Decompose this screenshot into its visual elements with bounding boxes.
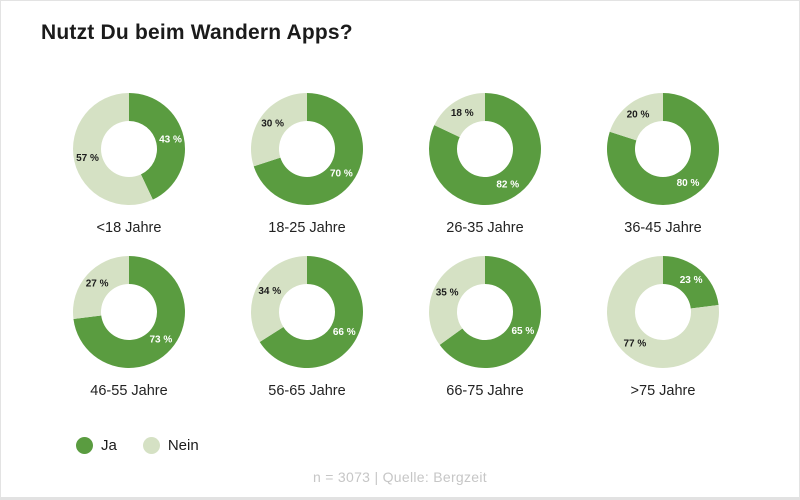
nein-swatch-icon: [142, 437, 160, 454]
donut-chart: 66 % 34 %: [251, 256, 363, 368]
ja-value-label: 80 %: [677, 178, 700, 189]
donut-chart: 65 % 35 %: [429, 256, 541, 368]
age-group-label: 56-65 Jahre: [268, 383, 346, 399]
legend-item-nein: Nein: [142, 437, 199, 454]
donut-cell: 82 % 18 % 26-35 Jahre: [396, 91, 574, 236]
nein-value-label: 57 %: [76, 153, 99, 164]
age-group-label: 18-25 Jahre: [268, 220, 346, 236]
legend-label-nein: Nein: [167, 437, 199, 454]
nein-slice: [73, 93, 153, 205]
donut-grid: 43 % 57 % <18 Jahre 70 % 30 % 18-25 Jahre 82 %…: [40, 91, 762, 417]
ja-slice: [439, 256, 541, 368]
ja-value-label: 82 %: [496, 180, 519, 191]
nein-value-label: 35 %: [436, 287, 459, 298]
age-group-label: >75 Jahre: [630, 383, 696, 399]
ja-value-label: 43 %: [159, 134, 182, 145]
age-group-label: 26-35 Jahre: [446, 220, 524, 236]
ja-slice: [73, 256, 185, 368]
nein-slice: [429, 256, 485, 345]
nein-slice: [251, 256, 307, 343]
age-group-label: 66-75 Jahre: [446, 383, 524, 399]
donut-chart: 73 % 27 %: [73, 256, 185, 368]
ja-value-label: 70 %: [330, 169, 353, 180]
donut-cell: 66 % 34 % 56-65 Jahre: [218, 254, 396, 399]
age-group-label: 46-55 Jahre: [90, 383, 168, 399]
ja-slice: [607, 93, 719, 205]
donut-cell: 70 % 30 % 18-25 Jahre: [218, 91, 396, 236]
nein-value-label: 18 %: [451, 108, 474, 119]
donut-chart: 23 % 77 %: [607, 256, 719, 368]
ja-slice: [129, 93, 186, 200]
nein-slice: [609, 93, 663, 141]
nein-value-label: 30 %: [261, 119, 284, 130]
ja-slice: [259, 256, 363, 368]
donut-cell: 80 % 20 % 36-45 Jahre: [574, 91, 752, 236]
nein-value-label: 34 %: [258, 286, 281, 297]
ja-value-label: 65 %: [511, 326, 534, 337]
nein-slice: [73, 256, 129, 320]
ja-value-label: 23 %: [680, 275, 703, 286]
ja-slice: [663, 256, 719, 309]
nein-slice: [607, 256, 719, 368]
age-group-label: 36-45 Jahre: [624, 220, 702, 236]
donut-chart: 80 % 20 %: [607, 93, 719, 205]
donut-chart: 70 % 30 %: [251, 93, 363, 205]
page-title: Nutzt Du beim Wandern Apps?: [41, 21, 353, 44]
ja-value-label: 73 %: [149, 335, 172, 346]
nein-value-label: 20 %: [627, 109, 650, 120]
donut-chart: 82 % 18 %: [429, 93, 541, 205]
ja-slice: [253, 93, 363, 205]
ja-swatch-icon: [76, 437, 93, 454]
nein-value-label: 77 %: [623, 339, 646, 350]
nein-slice: [251, 93, 307, 167]
legend: Ja Nein: [76, 437, 799, 454]
source-note: n = 3073 | Quelle: Bergzeit: [312, 469, 487, 485]
ja-slice: [429, 93, 541, 205]
donut-cell: 43 % 57 % <18 Jahre: [40, 91, 218, 236]
nein-slice: [434, 93, 485, 138]
donut-cell: 73 % 27 % 46-55 Jahre: [40, 254, 218, 399]
ja-value-label: 66 %: [333, 327, 356, 338]
legend-item-ja: Ja: [76, 437, 117, 454]
donut-cell: 65 % 35 % 66-75 Jahre: [396, 254, 574, 399]
donut-cell: 23 % 77 % >75 Jahre: [574, 254, 752, 399]
nein-value-label: 27 %: [86, 279, 109, 290]
age-group-label: <18 Jahre: [96, 220, 162, 236]
donut-chart: 43 % 57 %: [73, 93, 186, 205]
legend-label-ja: Ja: [101, 437, 117, 454]
